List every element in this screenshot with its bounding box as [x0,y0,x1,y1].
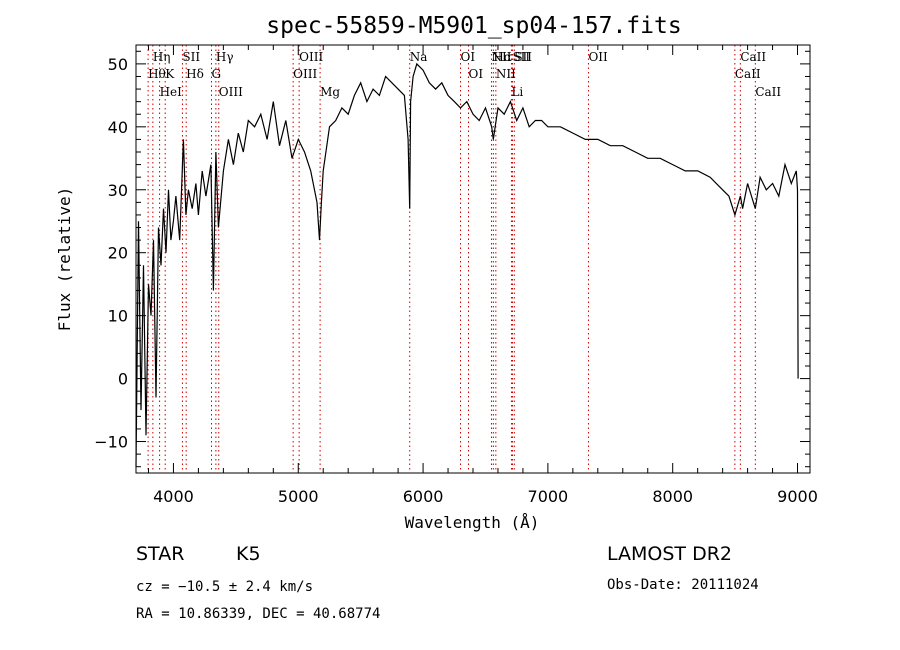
class-label: STAR [136,543,184,565]
subclass-label: K5 [236,543,261,565]
marker-label: Hγ [216,50,234,64]
coordinates: RA = 10.86339, DEC = 40.68774 [136,606,380,622]
chart-title: spec-55859-M5901_sp04-157.fits [266,13,681,39]
marker-label: OI [461,50,476,64]
marker-label: SII [512,50,530,64]
plot-frame [135,44,811,474]
y-tick-label: 20 [108,244,128,263]
marker-label: OI [469,67,484,81]
marker-label: OII [588,50,608,64]
marker-label: Hη [153,50,171,64]
marker-label: Na [410,50,428,64]
marker-label: CaII [755,85,781,99]
y-tick-label: 40 [108,118,128,137]
marker-label: Hθ [148,67,166,81]
marker-label: OIII [293,67,317,81]
spectrum-line [135,62,799,467]
marker-label: OIII [219,85,243,99]
y-axis-ticks: −10 0 10 20 30 40 50 [94,50,810,468]
marker-label: Li [511,85,523,99]
y-tick-label: 0 [118,370,128,389]
marker-label: NII [496,67,516,81]
marker-label: CaII [740,50,766,64]
survey-label: LAMOST DR2 [607,543,732,565]
y-tick-label: −10 [94,433,128,452]
obs-date: Obs-Date: 20111024 [607,577,759,593]
marker-label: Hα [493,50,512,64]
marker-label: K [165,67,175,81]
marker-label: CaII [735,67,761,81]
cz-value: cz = −10.5 ± 2.4 km/s [136,579,313,595]
marker-label: SII [514,50,532,64]
x-tick-label: 7000 [528,487,569,506]
marker-label: SII [182,50,200,64]
y-tick-label: 30 [108,181,128,200]
x-axis-ticks: 4000 5000 6000 7000 8000 9000 [147,45,818,506]
marker-label: OIII [299,50,323,64]
x-tick-label: 4000 [153,487,194,506]
x-tick-label: 8000 [652,487,693,506]
y-axis-label: Flux (relative) [55,187,74,332]
y-tick-label: 10 [108,307,128,326]
marker-label: HeI [160,85,183,99]
marker-label: Mg [320,85,340,99]
y-tick-label: 50 [108,55,128,74]
marker-label: G [212,67,222,81]
x-axis-label: Wavelength (Å) [405,513,540,532]
marker-label: Hδ [186,67,204,81]
x-tick-label: 9000 [777,487,818,506]
line-markers [147,45,756,473]
x-tick-label: 6000 [403,487,444,506]
marker-label: NII [491,50,511,64]
x-tick-label: 5000 [278,487,319,506]
